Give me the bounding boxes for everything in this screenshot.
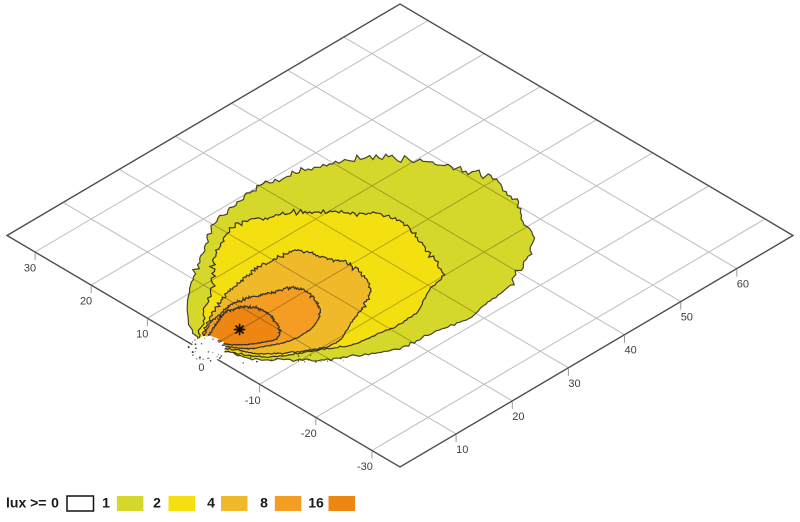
svg-text:-10: -10	[245, 395, 261, 407]
svg-text:60: 60	[737, 279, 749, 291]
svg-text:1: 1	[102, 495, 110, 511]
svg-text:40: 40	[625, 345, 637, 357]
svg-text:-20: -20	[301, 428, 317, 440]
svg-text:16: 16	[308, 495, 324, 511]
svg-text:20: 20	[80, 296, 92, 308]
svg-text:4: 4	[207, 495, 215, 511]
svg-text:lux >=: lux >=	[6, 495, 46, 511]
svg-text:20: 20	[512, 411, 524, 423]
svg-text:10: 10	[136, 329, 148, 341]
svg-text:-30: -30	[357, 461, 373, 473]
svg-text:50: 50	[681, 312, 693, 324]
svg-text:0: 0	[198, 362, 204, 374]
svg-text:8: 8	[260, 495, 268, 511]
svg-text:10: 10	[456, 444, 468, 456]
svg-text:30: 30	[568, 378, 580, 390]
svg-text:0: 0	[51, 495, 59, 511]
svg-text:2: 2	[153, 495, 161, 511]
svg-text:30: 30	[24, 263, 36, 275]
